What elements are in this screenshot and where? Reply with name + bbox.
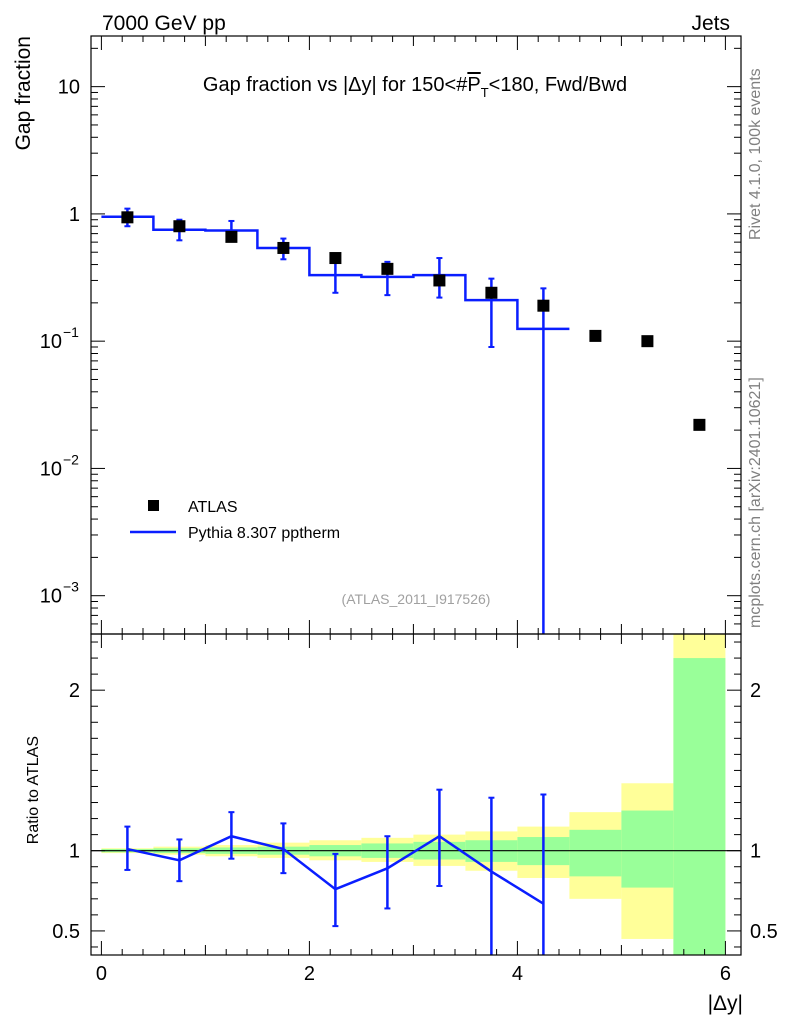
atlas-point-2 [225,230,238,243]
main-ytick-label-2: 10 [40,331,62,353]
main-ytick-exp-2: −1 [63,324,79,340]
x-axis-label: |Δy| [708,992,743,1015]
atlas-point-4 [329,252,342,265]
ratio-ytick-label-right-1: 1 [750,841,761,863]
legend-atlas-label: ATLAS [188,499,238,516]
title-pbar: P [467,74,480,96]
main-ytick-exp-4: −3 [63,579,79,595]
plot-title: Gap fraction vs |Δy| for 150<#PT<180, Fw… [203,74,627,100]
legend-atlas-marker [148,500,159,511]
x-tick-label-2: 2 [304,963,315,985]
main-ytick-label-1: 1 [69,204,80,226]
legend-mc-label: Pythia 8.307 pptherm [188,525,340,542]
band-inner-9 [569,829,622,877]
atlas-point-3 [277,241,290,254]
ratio-ytick-label-right-2: 2 [750,680,761,702]
atlas-point-7 [485,286,498,299]
atlas-point-11 [693,418,706,431]
atlas-point-10 [641,335,654,348]
main-ylabel: Gap fraction [12,36,35,150]
ratio-ytick-label-left-1: 1 [69,841,80,863]
title-post: <180, Fwd/Bwd [489,74,627,96]
atlas-point-9 [589,329,602,342]
jets-label: Jets [691,12,730,35]
energy-label: 7000 GeV pp [102,12,226,35]
main-ytick-label-4: 10 [40,586,62,608]
x-tick-label-0: 0 [96,963,107,985]
x-tick-label-4: 4 [512,963,523,985]
main-ytick-label-0: 10 [58,77,80,99]
analysis-id: (ATLAS_2011_I917526) [342,591,491,607]
title-sub: T [481,85,489,100]
mcplots-side-label: mcplots.cern.ch [arXiv:2401.10621] [747,377,764,628]
main-frame [90,35,742,635]
main-ytick-exp-3: −2 [63,451,79,467]
atlas-point-6 [433,274,446,287]
atlas-point-5 [381,262,394,275]
band-inner-10 [621,810,674,888]
atlas-point-0 [121,211,134,224]
rivet-side-label: Rivet 4.1.0, 100k events [747,68,764,240]
main-plot [101,207,706,634]
title-pre: Gap fraction vs |Δy| for 150<# [203,74,468,96]
ratio-ytick-label-right-0.5: 0.5 [750,921,778,943]
ratio-ytick-label-left-0.5: 0.5 [52,921,80,943]
band-inner-11 [673,658,726,955]
main-ytick-label-3: 10 [40,458,62,480]
atlas-point-8 [537,299,550,312]
ratio-ytick-label-left-2: 2 [69,680,80,702]
ratio-frame [90,633,742,956]
ratio-plot [91,634,741,955]
x-tick-label-6: 6 [720,963,731,985]
atlas-point-1 [173,220,186,233]
ratio-ylabel: Ratio to ATLAS [25,736,42,844]
